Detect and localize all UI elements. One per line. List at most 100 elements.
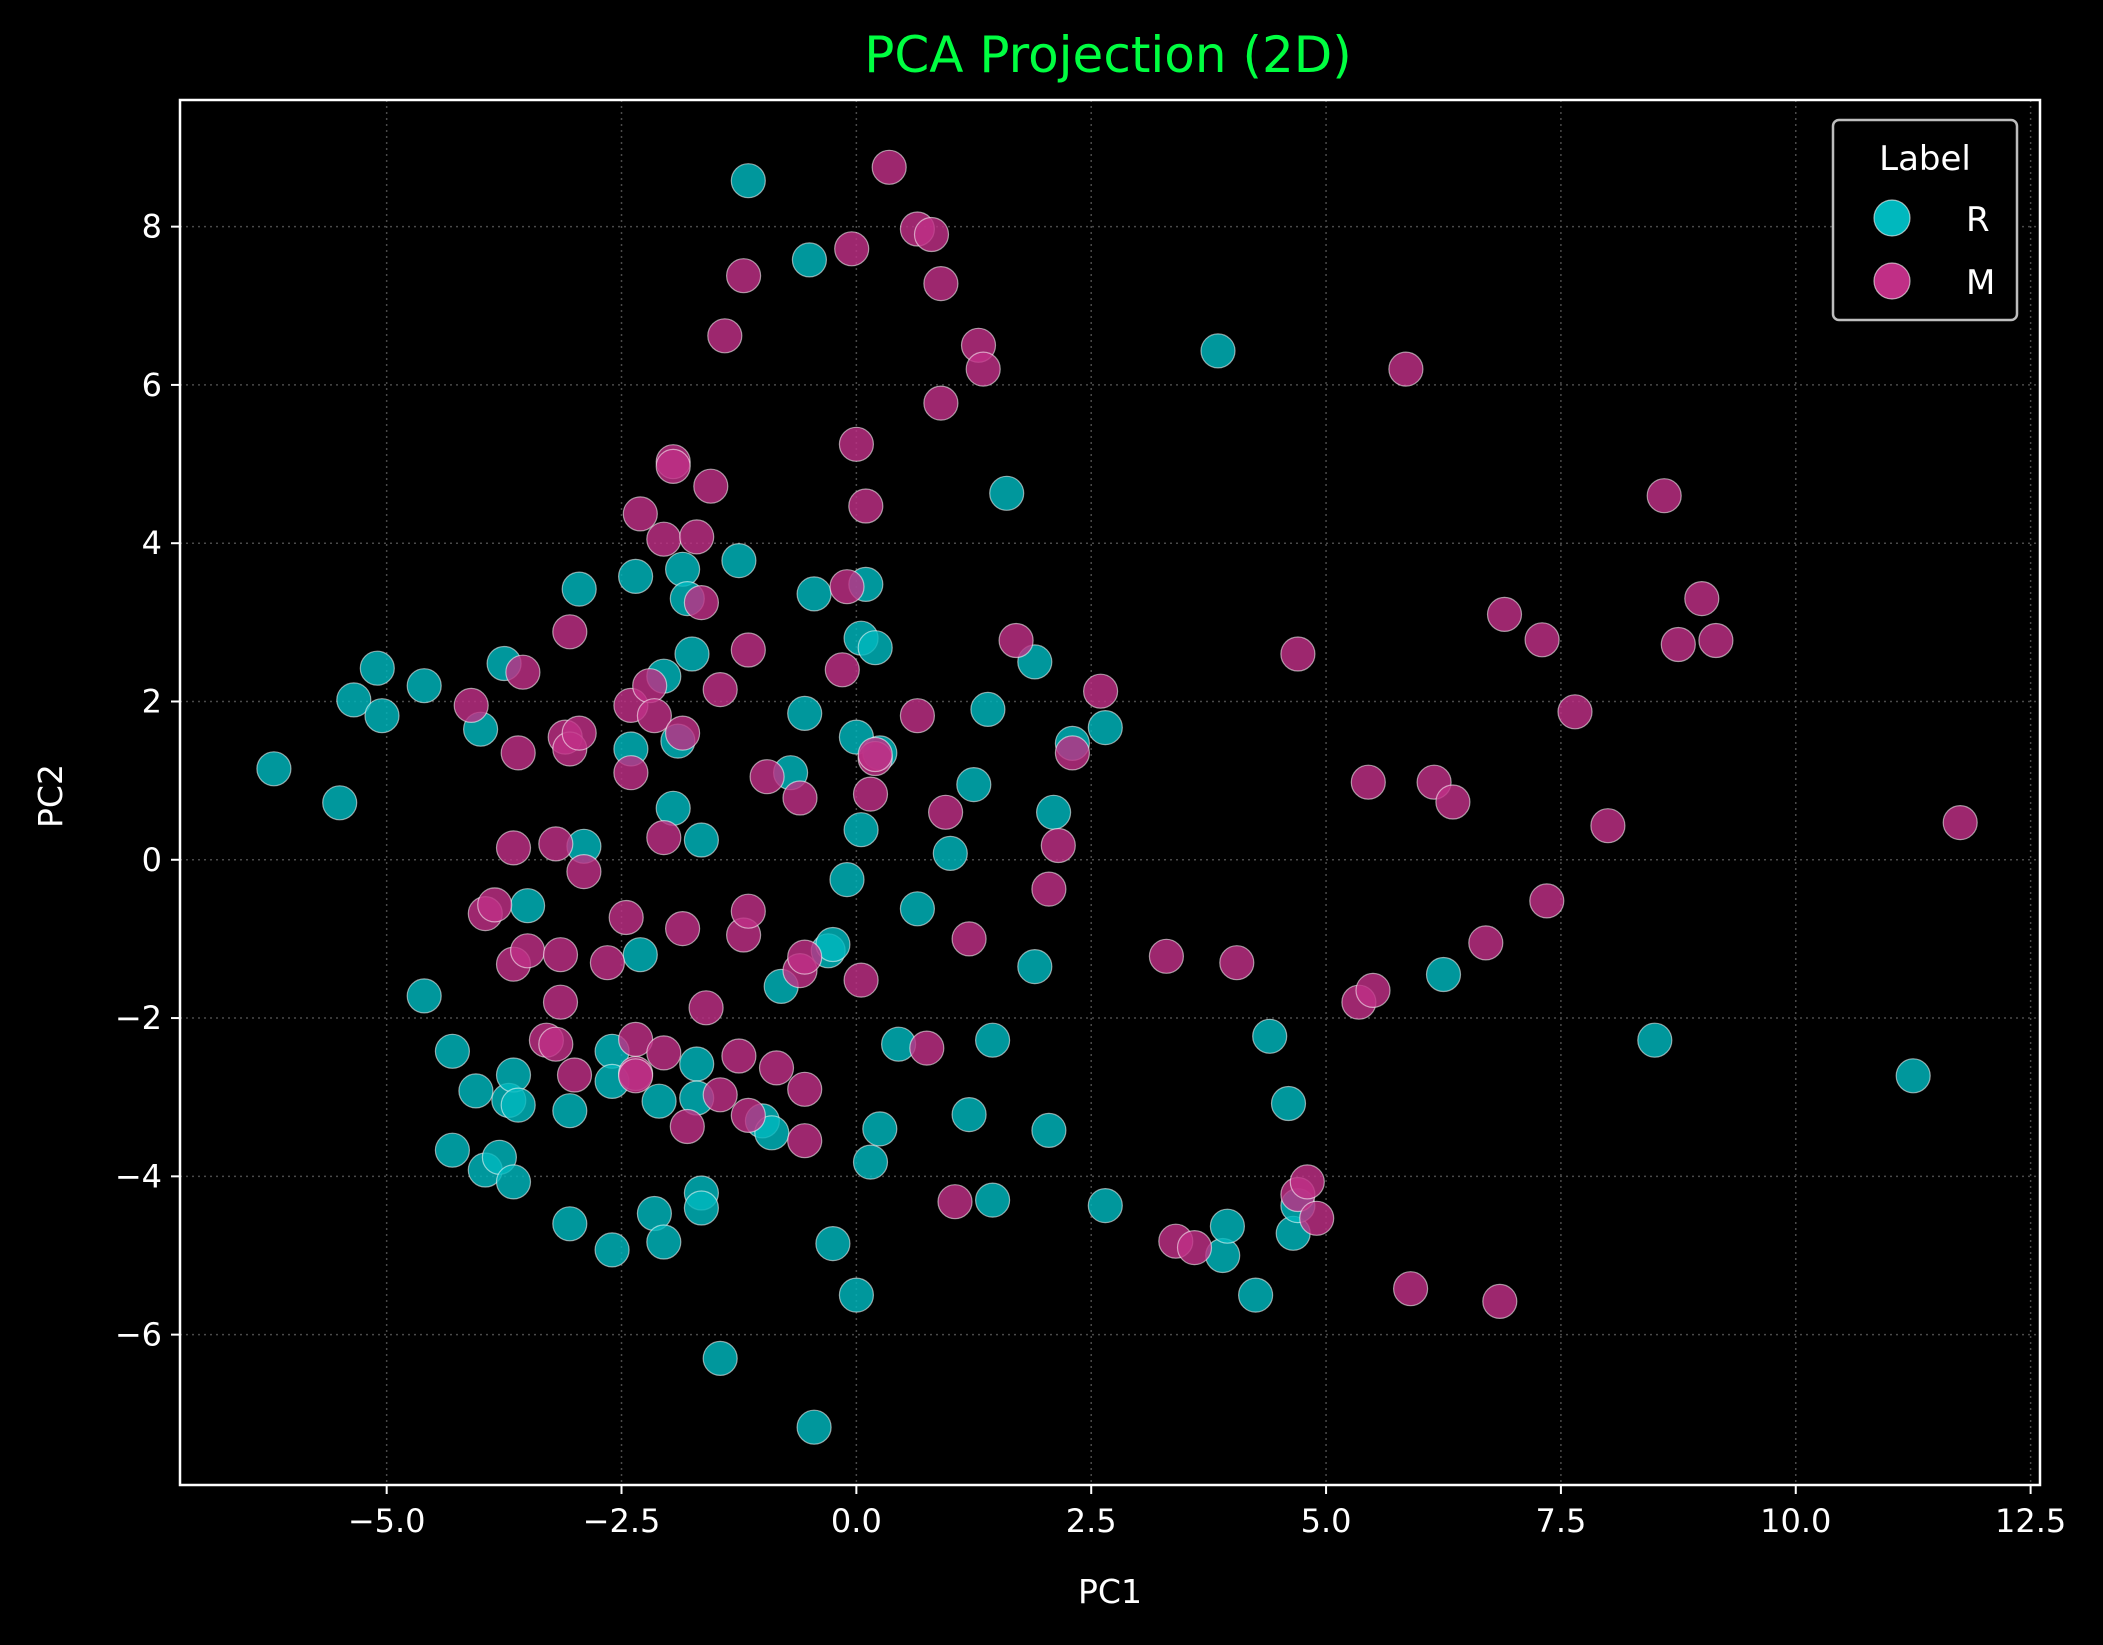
point-m — [495, 830, 532, 866]
point-m — [688, 990, 724, 1026]
y-tick-label: −4 — [115, 1157, 162, 1195]
point-m — [632, 668, 668, 704]
point-m — [834, 231, 870, 267]
point-r — [594, 1232, 630, 1268]
point-m — [655, 448, 691, 484]
point-m — [453, 687, 489, 724]
point-r — [664, 551, 701, 587]
point-m — [477, 887, 513, 923]
point-r — [1425, 956, 1462, 993]
point-r — [932, 835, 968, 872]
point-m — [1482, 1283, 1518, 1320]
legend-marker-r — [1873, 199, 1911, 237]
point-m — [1942, 804, 1978, 841]
point-m — [730, 1097, 766, 1134]
point-r — [852, 1144, 889, 1180]
point-r — [989, 475, 1025, 511]
point-r — [796, 1409, 832, 1445]
point-m — [1388, 351, 1424, 387]
point-m — [787, 1123, 823, 1159]
point-r — [1209, 1208, 1246, 1244]
point-r — [500, 1087, 536, 1123]
point-r — [843, 812, 879, 848]
y-tick-label: 6 — [142, 366, 162, 404]
point-m — [1468, 925, 1504, 961]
point-m — [500, 735, 536, 771]
y-tick-label: 2 — [142, 682, 162, 720]
point-m — [857, 736, 893, 773]
point-r — [495, 1164, 532, 1200]
point-r — [730, 163, 766, 199]
x-axis-label: PC1 — [1078, 1572, 1142, 1611]
point-m — [538, 1026, 574, 1062]
legend-title: Label — [1879, 139, 1971, 179]
chart-title: PCA Projection (2D) — [864, 26, 1352, 84]
point-m — [566, 853, 602, 890]
point-r — [256, 751, 292, 787]
point-r — [1087, 1187, 1123, 1224]
point-m — [1054, 735, 1091, 771]
point-m — [542, 937, 579, 973]
point-r — [951, 1096, 987, 1133]
y-axis-ticks: −6 −4 −2 0 2 4 6 8 — [115, 208, 180, 1354]
point-m — [848, 488, 884, 524]
point-r — [406, 668, 442, 704]
x-tick-label: 5.0 — [1301, 1502, 1352, 1540]
point-m — [608, 899, 644, 936]
point-r — [838, 1277, 875, 1313]
point-r — [434, 1132, 470, 1168]
point-r — [552, 1093, 588, 1129]
x-tick-label: −5.0 — [348, 1502, 426, 1540]
point-r — [1637, 1022, 1673, 1058]
point-r — [646, 1224, 682, 1260]
point-r — [899, 891, 936, 927]
point-r — [1895, 1058, 1931, 1094]
x-tick-label: 2.5 — [1066, 1502, 1117, 1540]
point-r — [683, 1190, 720, 1226]
point-r — [509, 888, 546, 924]
point-m — [1684, 580, 1720, 617]
point-m — [937, 1184, 973, 1220]
point-m — [509, 933, 546, 969]
point-r — [970, 691, 1006, 728]
point-m — [1355, 972, 1391, 1009]
point-m — [787, 939, 823, 975]
point-r — [974, 1182, 1011, 1218]
point-r — [359, 650, 395, 686]
y-tick-label: 4 — [142, 524, 162, 562]
point-m — [749, 759, 785, 795]
point-m — [617, 1058, 654, 1094]
point-r — [956, 766, 992, 803]
point-m — [1031, 871, 1067, 907]
x-tick-label: 0.0 — [831, 1502, 882, 1540]
point-m — [664, 715, 701, 751]
point-r — [495, 1057, 532, 1093]
point-m — [552, 614, 588, 650]
point-m — [1219, 945, 1255, 981]
legend-marker-m — [1873, 262, 1911, 300]
point-m — [913, 216, 950, 253]
point-r — [1200, 333, 1236, 369]
point-r — [1237, 1277, 1274, 1313]
point-m — [1698, 622, 1734, 659]
x-tick-label: 12.5 — [1995, 1502, 2066, 1540]
point-m — [538, 826, 574, 862]
point-m — [1350, 764, 1386, 800]
point-m — [787, 1071, 823, 1107]
y-axis-label: PC2 — [31, 764, 70, 828]
point-r — [1087, 709, 1123, 746]
point-r — [1035, 794, 1072, 830]
point-r — [679, 1046, 715, 1082]
point-m — [923, 266, 959, 302]
point-r — [721, 542, 757, 579]
point-m — [998, 622, 1034, 659]
point-m — [622, 496, 658, 532]
data-points — [256, 149, 1978, 1445]
point-m — [589, 945, 626, 981]
point-r — [434, 1033, 470, 1069]
point-m — [730, 893, 766, 929]
point-m — [1176, 1229, 1213, 1266]
point-m — [646, 1035, 682, 1071]
point-m — [1486, 596, 1523, 633]
